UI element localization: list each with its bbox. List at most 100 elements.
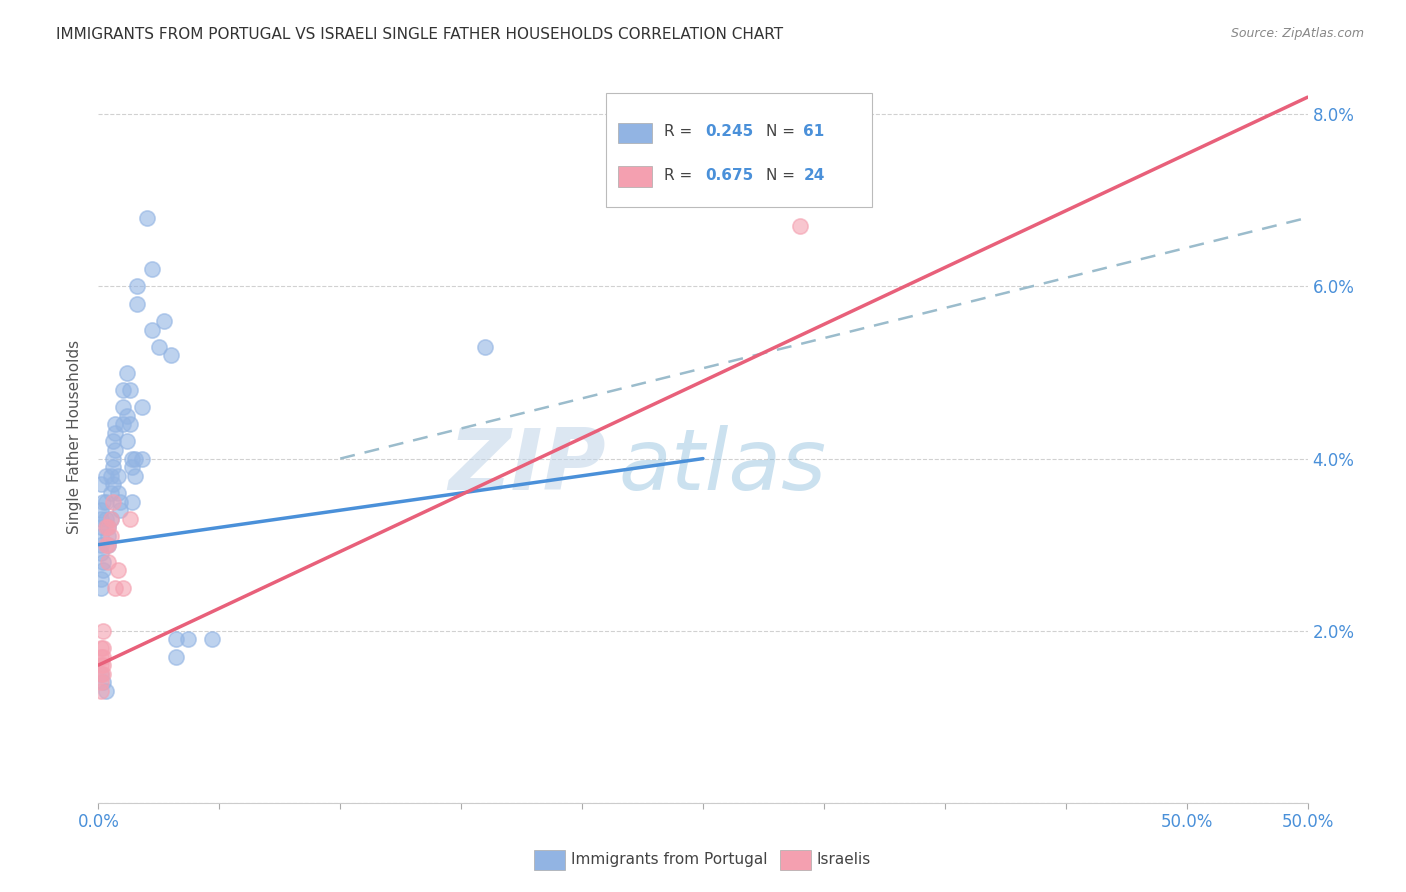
Point [107, 564, 129, 578]
Point [111, 417, 134, 432]
Point [131, 400, 153, 414]
Point [90, 684, 112, 698]
Point [97, 529, 120, 543]
FancyBboxPatch shape [606, 94, 872, 207]
Point [117, 434, 139, 449]
Point [94, 538, 117, 552]
Point [474, 340, 496, 354]
Point [90, 512, 112, 526]
Point [101, 460, 124, 475]
Point [124, 468, 146, 483]
Text: Source: ZipAtlas.com: Source: ZipAtlas.com [1230, 27, 1364, 40]
Point [118, 512, 141, 526]
Text: Immigrants from Portugal: Immigrants from Portugal [571, 853, 768, 867]
Y-axis label: Single Father Households: Single Father Households [67, 340, 83, 534]
Point [111, 383, 134, 397]
Point [91, 649, 114, 664]
Point [107, 486, 129, 500]
Point [118, 417, 141, 432]
Point [97, 520, 120, 534]
Point [201, 632, 224, 647]
Point [91, 564, 114, 578]
Text: 0.675: 0.675 [706, 168, 754, 183]
Point [117, 366, 139, 380]
Point [152, 314, 174, 328]
Point [90, 520, 112, 534]
Text: Israelis: Israelis [817, 853, 872, 867]
Point [100, 529, 122, 543]
Point [101, 477, 124, 491]
Point [117, 409, 139, 423]
Text: R =: R = [664, 124, 697, 139]
Point [91, 666, 114, 681]
Text: atlas: atlas [619, 425, 827, 508]
FancyBboxPatch shape [619, 167, 652, 187]
Point [789, 219, 811, 234]
Text: IMMIGRANTS FROM PORTUGAL VS ISRAELI SINGLE FATHER HOUSEHOLDS CORRELATION CHART: IMMIGRANTS FROM PORTUGAL VS ISRAELI SING… [56, 27, 783, 42]
Point [107, 468, 129, 483]
Point [111, 400, 134, 414]
Text: 0.245: 0.245 [706, 124, 754, 139]
Point [148, 340, 170, 354]
Point [90, 666, 112, 681]
Point [121, 451, 143, 466]
Point [101, 494, 124, 508]
Point [91, 494, 114, 508]
Point [111, 581, 134, 595]
Point [91, 624, 114, 638]
Point [127, 296, 149, 310]
Point [91, 658, 114, 673]
Point [100, 512, 122, 526]
Point [124, 451, 146, 466]
Point [90, 666, 112, 681]
Point [100, 512, 122, 526]
Point [90, 649, 112, 664]
Point [101, 451, 124, 466]
Point [94, 468, 117, 483]
Point [160, 348, 183, 362]
Point [90, 572, 112, 586]
Text: R =: R = [664, 168, 697, 183]
Point [165, 632, 187, 647]
Point [94, 520, 117, 534]
Point [90, 529, 112, 543]
Point [135, 211, 157, 225]
Point [90, 675, 112, 690]
Point [108, 494, 131, 508]
Point [91, 640, 114, 655]
Point [141, 262, 163, 277]
Point [104, 442, 127, 457]
Text: 61: 61 [803, 124, 824, 139]
Point [101, 434, 124, 449]
Point [108, 503, 131, 517]
Point [90, 503, 112, 517]
Point [91, 675, 114, 690]
Point [100, 486, 122, 500]
Point [90, 581, 112, 595]
Point [94, 684, 117, 698]
Point [104, 425, 127, 440]
Point [90, 477, 112, 491]
Point [91, 555, 114, 569]
Point [97, 538, 120, 552]
Point [94, 512, 117, 526]
Text: 24: 24 [803, 168, 825, 183]
Text: N =: N = [766, 168, 800, 183]
Point [121, 494, 143, 508]
Point [177, 632, 200, 647]
Point [127, 279, 149, 293]
Point [90, 538, 112, 552]
Point [94, 494, 117, 508]
Text: N =: N = [766, 124, 800, 139]
Point [97, 555, 120, 569]
Point [97, 538, 120, 552]
Point [100, 468, 122, 483]
Point [97, 520, 120, 534]
Point [90, 546, 112, 560]
Point [165, 649, 187, 664]
Point [104, 581, 127, 595]
Point [118, 383, 141, 397]
Point [90, 658, 112, 673]
Text: ZIP: ZIP [449, 425, 606, 508]
Point [90, 640, 112, 655]
